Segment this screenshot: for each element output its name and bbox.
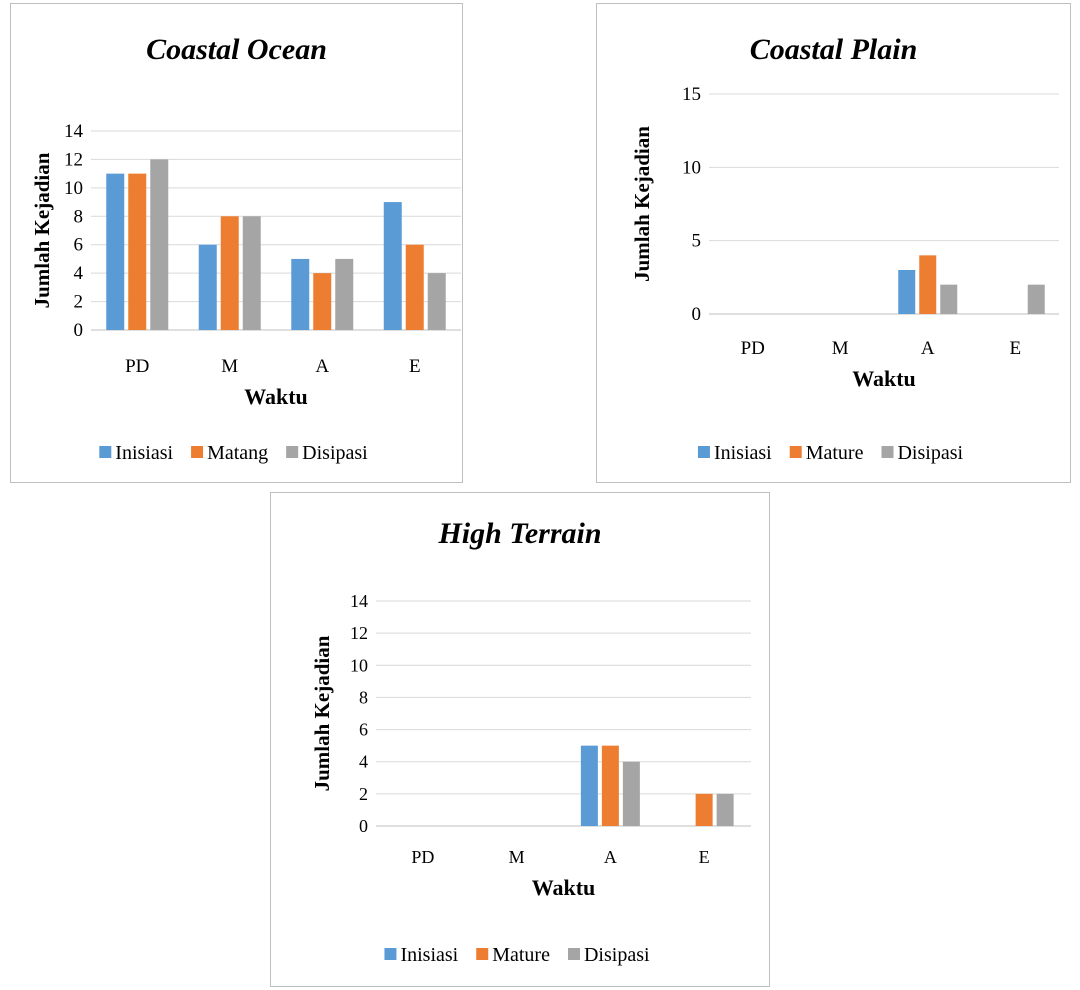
y-tick-label: 10	[682, 157, 701, 178]
legend-swatch-disipasi	[567, 948, 580, 960]
legend-label-mature: Mature	[492, 944, 550, 966]
legend-label-mature: Mature	[806, 442, 864, 464]
y-tick-label: 10	[64, 178, 83, 199]
y-tick-label: 14	[64, 121, 84, 142]
x-tick-label: M	[221, 356, 238, 377]
y-tick-label: 0	[74, 320, 84, 341]
bar-disipasi-e	[1027, 284, 1045, 314]
y-tick-label: 6	[359, 720, 368, 740]
legend-swatch-inisiasi	[384, 948, 397, 960]
y-tick-label: 8	[74, 206, 84, 227]
bar-inisiasi-e	[383, 202, 402, 330]
x-axis-label: Waktu	[532, 875, 596, 900]
bar-inisiasi-a	[898, 270, 916, 314]
bar-disipasi-a	[335, 258, 354, 330]
y-tick-label: 2	[74, 292, 84, 313]
y-tick-label: 2	[359, 784, 368, 804]
x-tick-label: E	[1009, 338, 1021, 359]
legend: Inisiasi Matang Disipasi	[99, 442, 368, 464]
bar-disipasi-m	[242, 216, 261, 330]
bar-chart-coastal-plain: Coastal Plain 0 5 10 15 Jumlah Kejadian PD M A E W…	[630, 33, 1059, 464]
chart-panel-high-terrain: High Terrain 0 2 4 6 8 10 12 14 Jumlah Kejadian PD…	[270, 492, 770, 987]
bar-disipasi-pd	[150, 159, 169, 330]
bar-inisiasi-a	[291, 258, 310, 330]
bar-mature-e	[695, 793, 713, 826]
x-axis-label: Waktu	[244, 384, 308, 409]
y-tick-label: 15	[682, 84, 701, 105]
bar-mature-a	[919, 255, 937, 314]
bar-chart-coastal-ocean: Coastal Ocean 0 2 4 6 8 10 12 14 Jumlah Kejadian P…	[30, 33, 461, 464]
y-tick-label: 5	[692, 231, 702, 252]
legend-swatch-disipasi	[881, 446, 894, 458]
y-tick-label: 6	[74, 235, 84, 256]
legend-swatch-inisiasi	[99, 446, 112, 458]
x-tick-label: M	[509, 847, 525, 867]
bar-matang-e	[405, 244, 424, 330]
bar-disipasi-a	[622, 761, 640, 826]
legend-label-matang: Matang	[207, 442, 268, 464]
x-tick-label: A	[315, 356, 329, 377]
y-axis-label: Jumlah Kejadian	[30, 152, 54, 308]
chart-panel-coastal-ocean: Coastal Ocean 0 2 4 6 8 10 12 14 Jumlah Kejadian P…	[10, 3, 463, 483]
y-tick-label: 0	[359, 816, 368, 836]
bar-disipasi-e	[427, 273, 446, 330]
legend-swatch-inisiasi	[697, 446, 710, 458]
x-tick-label: PD	[125, 356, 149, 377]
bar-matang-pd	[128, 173, 147, 330]
chart-title: High Terrain	[437, 517, 601, 550]
bar-mature-a	[601, 745, 619, 826]
y-tick-label: 4	[359, 752, 368, 772]
chart-title: Coastal Ocean	[146, 33, 327, 66]
x-tick-label: PD	[411, 847, 434, 867]
legend-label-inisiasi: Inisiasi	[400, 944, 458, 966]
y-tick-label: 8	[359, 687, 368, 707]
x-tick-label: M	[832, 338, 849, 359]
y-tick-label: 14	[350, 591, 368, 611]
x-axis-label: Waktu	[852, 366, 916, 391]
bar-matang-a	[313, 273, 332, 330]
bar-inisiasi-a	[580, 745, 598, 826]
x-tick-label: A	[921, 338, 935, 359]
bar-inisiasi-pd	[106, 173, 125, 330]
y-tick-label: 12	[350, 623, 368, 643]
legend: Inisiasi Mature Disipasi	[384, 944, 650, 966]
chart-title: Coastal Plain	[750, 33, 918, 66]
bar-chart-high-terrain: High Terrain 0 2 4 6 8 10 12 14 Jumlah Kejadian PD…	[310, 517, 751, 966]
y-tick-label: 12	[64, 149, 83, 170]
x-tick-label: A	[604, 847, 617, 867]
x-tick-label: PD	[741, 338, 765, 359]
legend-swatch-mature	[476, 948, 489, 960]
legend-label-disipasi: Disipasi	[302, 442, 368, 464]
legend-label-inisiasi: Inisiasi	[115, 442, 173, 464]
legend-label-disipasi: Disipasi	[584, 944, 650, 966]
legend-label-disipasi: Disipasi	[897, 442, 963, 464]
y-tick-label: 4	[74, 263, 84, 284]
y-axis-label: Jumlah Kejadian	[310, 635, 334, 791]
bar-disipasi-e	[716, 793, 734, 826]
y-axis-label: Jumlah Kejadian	[630, 126, 654, 282]
legend-swatch-mature	[789, 446, 802, 458]
x-tick-label: E	[699, 847, 710, 867]
bar-disipasi-a	[940, 284, 958, 314]
chart-panel-coastal-plain: Coastal Plain 0 5 10 15 Jumlah Kejadian PD M A E W…	[596, 3, 1071, 483]
legend: Inisiasi Mature Disipasi	[697, 442, 963, 464]
legend-swatch-disipasi	[286, 446, 299, 458]
legend-swatch-matang	[191, 446, 204, 458]
bar-inisiasi-m	[198, 244, 217, 330]
x-tick-label: E	[409, 356, 421, 377]
bar-matang-m	[220, 216, 239, 330]
y-tick-label: 0	[692, 304, 702, 325]
y-tick-label: 10	[350, 655, 368, 675]
legend-label-inisiasi: Inisiasi	[714, 442, 772, 464]
